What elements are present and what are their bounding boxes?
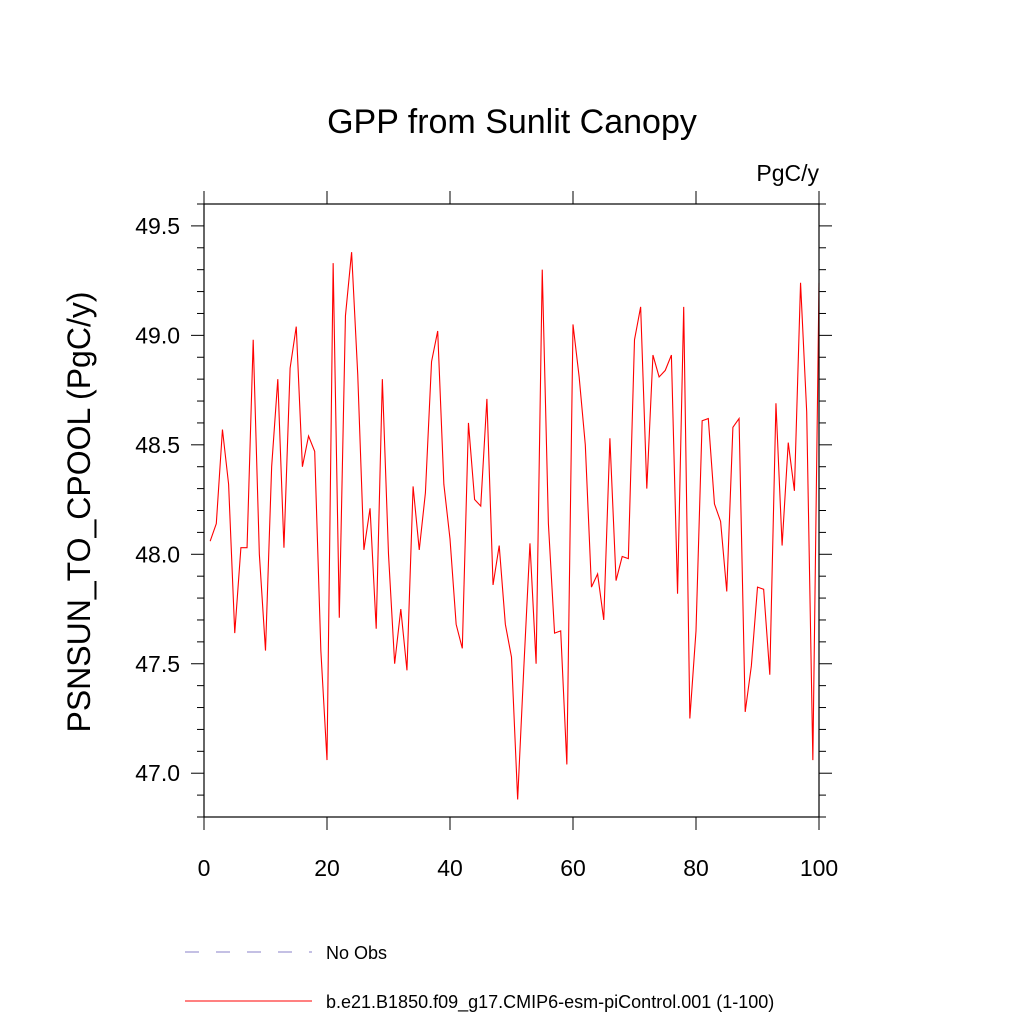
axis-ticks-group bbox=[191, 191, 832, 830]
x-tick-label: 80 bbox=[683, 855, 709, 881]
plot-series-group bbox=[209, 252, 820, 800]
legend-label-0: No Obs bbox=[326, 943, 387, 963]
series-line-0 bbox=[209, 252, 820, 800]
y-tick-label: 49.5 bbox=[135, 213, 180, 239]
plot-frame bbox=[203, 203, 820, 818]
axis-tick-labels-group: 0 20 40 60 80 100 47.0 47.5 48.0 48.5 49.0 49.5 bbox=[135, 213, 838, 881]
x-tick-label: 0 bbox=[198, 855, 211, 881]
y-tick-label: 48.0 bbox=[135, 541, 180, 567]
legend-label-1: b.e21.B1850.f09_g17.CMIP6-esm-piControl.… bbox=[326, 992, 774, 1013]
y-tick-label: 48.5 bbox=[135, 432, 180, 458]
y-tick-label: 47.0 bbox=[135, 760, 180, 786]
units-label: PgC/y bbox=[756, 160, 819, 186]
x-tick-label: 40 bbox=[437, 855, 463, 881]
y-tick-label: 47.5 bbox=[135, 651, 180, 677]
y-axis-title: PSNSUN_TO_CPOOL (PgC/y) bbox=[61, 292, 97, 733]
x-tick-label: 60 bbox=[560, 855, 586, 881]
legend: No Obs b.e21.B1850.f09_g17.CMIP6-esm-piCo… bbox=[185, 943, 774, 1013]
x-tick-label: 20 bbox=[314, 855, 340, 881]
x-tick-label: 100 bbox=[800, 855, 838, 881]
chart-title: GPP from Sunlit Canopy bbox=[327, 103, 697, 141]
y-tick-label: 49.0 bbox=[135, 322, 180, 348]
